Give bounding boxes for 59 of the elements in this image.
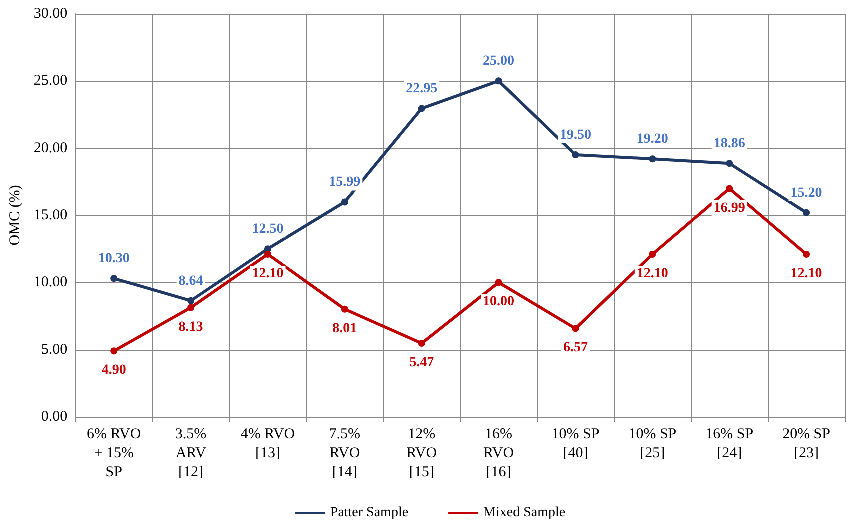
data-label: 25.00 xyxy=(483,54,515,70)
point xyxy=(264,250,272,258)
x-tick-label: 20% SP [23] xyxy=(782,426,830,462)
point xyxy=(803,209,810,216)
x-tick-label: 6% RVO + 15% SP xyxy=(87,426,142,480)
x-tick-label: 12% RVO [15] xyxy=(406,426,438,480)
point xyxy=(341,198,348,206)
y-tick-label: 20.00 xyxy=(34,140,68,156)
data-label: 8.64 xyxy=(178,274,204,289)
x-tick-label: 10% SP [40] xyxy=(552,426,600,462)
point xyxy=(726,160,734,168)
point xyxy=(803,250,810,258)
data-label: 4.90 xyxy=(102,363,126,378)
point xyxy=(572,152,580,159)
point xyxy=(649,250,656,258)
point xyxy=(110,275,118,282)
point xyxy=(495,78,502,85)
y-tick-label: 0.00 xyxy=(41,409,68,425)
data-label: 6.57 xyxy=(563,340,588,356)
y-tick-label: 5.00 xyxy=(41,342,68,358)
data-label: 8.13 xyxy=(178,320,204,335)
point xyxy=(418,105,426,112)
data-label: 12.10 xyxy=(636,266,668,282)
y-tick-label: 15.00 xyxy=(34,208,68,224)
x-tick-label: 7.5% RVO [14] xyxy=(329,426,361,480)
point xyxy=(188,304,195,312)
data-label: 18.86 xyxy=(714,136,746,152)
point xyxy=(726,185,734,192)
data-label: 8.01 xyxy=(332,321,358,336)
y-axis-title: OMC (%) xyxy=(8,185,24,246)
point xyxy=(649,156,656,163)
legend-label: Mixed Sample xyxy=(484,506,566,520)
point xyxy=(110,348,118,355)
data-label: 15.99 xyxy=(329,175,361,190)
y-tick-label: 10.00 xyxy=(34,274,68,291)
data-label: 10.00 xyxy=(483,294,515,310)
data-label: 19.20 xyxy=(636,132,668,148)
data-label: 19.50 xyxy=(560,128,592,144)
point xyxy=(418,340,426,348)
data-label: 10.30 xyxy=(98,252,130,267)
point xyxy=(495,279,502,286)
data-label: 22.95 xyxy=(406,82,438,97)
x-tick-label: 10% SP [25] xyxy=(628,426,677,462)
legend-label: Patter Sample xyxy=(330,506,409,520)
y-tick-label: 25.00 xyxy=(34,73,68,90)
data-label: 5.47 xyxy=(410,356,434,371)
point xyxy=(188,297,195,304)
data-label: 12.10 xyxy=(252,266,284,282)
point xyxy=(572,325,580,332)
data-label: 15.20 xyxy=(790,186,822,201)
x-tick-label: 16% RVO [16] xyxy=(484,426,514,480)
x-tick-label: 3.5% ARV [12] xyxy=(175,426,207,480)
x-tick-label: 16% SP [24] xyxy=(706,426,754,462)
y-tick-label: 30.00 xyxy=(34,6,68,22)
data-label: 12.10 xyxy=(790,266,822,282)
x-tick-label: 4% RVO [13] xyxy=(240,426,296,462)
data-label: 12.50 xyxy=(252,222,284,238)
data-label: 16.99 xyxy=(714,200,746,216)
point xyxy=(341,306,348,313)
